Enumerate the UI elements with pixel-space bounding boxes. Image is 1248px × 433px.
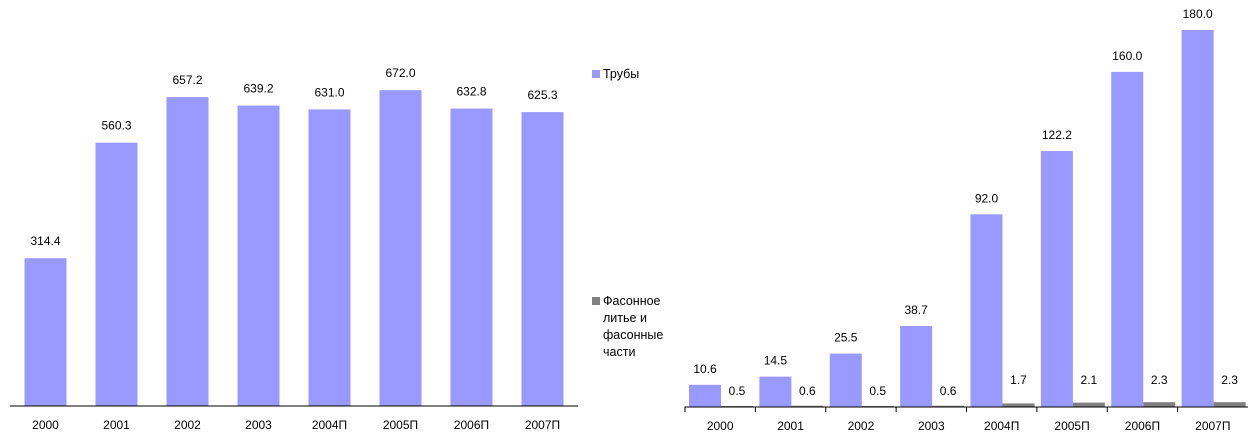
value-label-chart2-castings-2003: 0.6 [940, 384, 957, 398]
value-label-chart2-castings-2005П: 2.1 [1081, 373, 1098, 387]
value-label-chart1-2003: 639.2 [243, 82, 273, 96]
value-label-chart1-2004П: 631.0 [314, 85, 344, 99]
value-label-chart2-pipes-2000: 10.6 [693, 362, 717, 376]
value-label-chart2-castings-2007П: 2.3 [1221, 373, 1238, 387]
x-tick-label-chart1-2007П: 2007П [525, 418, 560, 432]
x-tick-label-chart2-2004П: 2004П [984, 419, 1019, 433]
value-label-chart2-castings-2002: 0.5 [869, 384, 886, 398]
x-tick-label-chart2-2001: 2001 [777, 419, 804, 433]
bar-chart1-2002 [166, 97, 209, 406]
bar-chart2-pipes-2006П [1111, 71, 1144, 407]
x-tick-label-chart1-2000: 2000 [32, 418, 59, 432]
x-tick-label-chart1-2006П: 2006П [454, 418, 489, 432]
bar-chart1-2006П [450, 108, 493, 407]
value-label-chart2-pipes-2001: 14.5 [764, 354, 788, 368]
x-tick-label-chart1-2001: 2001 [103, 418, 130, 432]
x-tick-label-chart2-2002: 2002 [848, 419, 875, 433]
legend-swatch-pipes [592, 70, 600, 78]
value-label-chart2-pipes-2002: 25.5 [834, 331, 858, 345]
bar-chart2-castings-2006П [1143, 402, 1176, 407]
value-label-chart1-2000: 314.4 [30, 234, 60, 248]
bar-chart2-pipes-2007П [1181, 30, 1214, 407]
x-tick-label-chart1-2003: 2003 [245, 418, 272, 432]
x-tick-label-chart2-2000: 2000 [707, 419, 734, 433]
x-tick-label-chart1-2002: 2002 [174, 418, 201, 432]
legend-item-castings: Фасонное литье и фасонные части [592, 293, 682, 361]
x-tick-label-chart2-2007П: 2007П [1195, 419, 1230, 433]
bar-chart2-pipes-2003 [900, 325, 933, 407]
x-tick-label-chart2-2005П: 2005П [1054, 419, 1089, 433]
bar-chart2-pipes-2000 [689, 384, 721, 407]
bar-chart2-pipes-2005П [1040, 151, 1073, 407]
bar-chart1-2003 [237, 105, 280, 407]
value-label-chart2-pipes-2006П: 160.0 [1112, 49, 1142, 63]
value-label-chart2-castings-2000: 0.5 [729, 384, 746, 398]
bar-chart1-2000 [24, 258, 67, 406]
value-label-chart2-castings-2001: 0.6 [799, 384, 816, 398]
value-label-chart1-2007П: 625.3 [527, 88, 557, 102]
bar-chart2-castings-2005П [1072, 402, 1105, 407]
value-label-chart2-pipes-2004П: 92.0 [975, 191, 999, 205]
value-label-chart2-castings-2006П: 2.3 [1151, 373, 1168, 387]
legend-label-pipes: Трубы [603, 67, 640, 81]
value-label-chart1-2001: 560.3 [101, 119, 131, 133]
legend-item-pipes: Трубы [592, 66, 639, 83]
value-label-chart2-pipes-2007П: 180.0 [1183, 7, 1213, 21]
value-label-chart2-pipes-2005П: 122.2 [1042, 128, 1072, 142]
x-tick-label-chart1-2005П: 2005П [383, 418, 418, 432]
value-label-chart1-2002: 657.2 [172, 73, 202, 87]
bar-chart1-2001 [95, 142, 138, 406]
legend: Трубы [592, 66, 639, 83]
bar-chart2-castings-2007П [1213, 402, 1246, 407]
x-tick-label-chart1-2004П: 2004П [312, 418, 347, 432]
bar-chart1-2005П [379, 90, 422, 406]
value-label-chart2-castings-2004П: 1.7 [1010, 373, 1027, 387]
value-label-chart2-pipes-2003: 38.7 [904, 303, 928, 317]
bar-chart1-2007П [521, 112, 564, 406]
x-tick-label-chart2-2006П: 2006П [1125, 419, 1160, 433]
bar-chart2-pipes-2001 [759, 376, 792, 407]
bar-chart2-pipes-2002 [829, 353, 862, 407]
bar-chart1-2004П [308, 109, 351, 407]
bar-chart2-castings-2004П [1002, 403, 1035, 407]
legend-swatch-castings [592, 297, 600, 305]
bar-chart2-castings-2001 [791, 405, 824, 407]
value-label-chart1-2006П: 632.8 [456, 85, 486, 99]
x-tick-label-chart2-2003: 2003 [918, 419, 945, 433]
bar-chart2-castings-2002 [861, 405, 894, 407]
bar-chart2-castings-2000 [721, 405, 753, 407]
legend-label-castings: Фасонное литье и фасонные части [603, 294, 664, 359]
bar-chart2-castings-2003 [932, 405, 965, 407]
value-label-chart1-2005П: 672.0 [385, 66, 415, 80]
bar-chart2-pipes-2004П [970, 214, 1003, 407]
legend-second: Фасонное литье и фасонные части [592, 293, 682, 361]
